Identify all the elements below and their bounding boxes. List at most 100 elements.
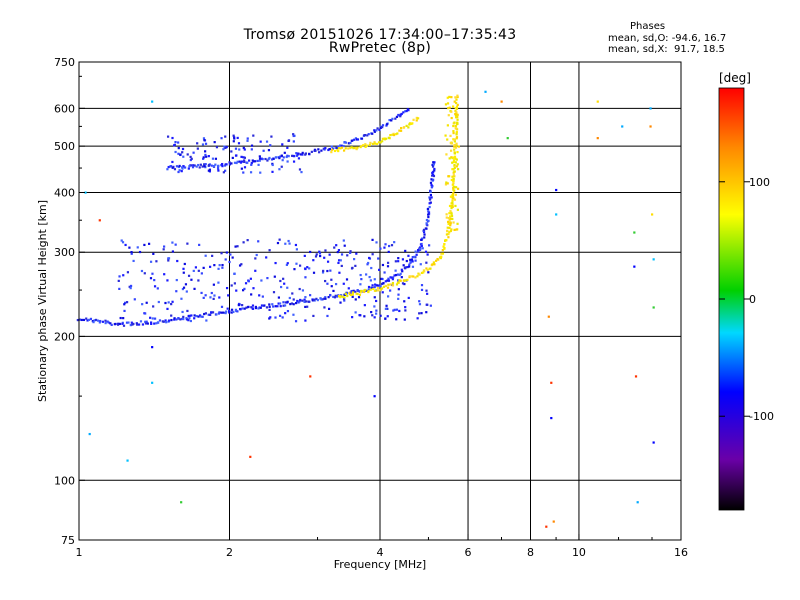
data-point bbox=[226, 307, 229, 310]
data-point bbox=[423, 233, 426, 236]
data-point bbox=[341, 295, 344, 298]
data-point bbox=[222, 148, 225, 151]
data-point bbox=[122, 324, 126, 327]
data-point bbox=[412, 275, 415, 278]
data-point bbox=[181, 147, 185, 151]
data-point bbox=[450, 116, 453, 120]
data-point bbox=[144, 320, 147, 323]
data-point bbox=[425, 267, 428, 270]
data-point bbox=[211, 157, 215, 160]
data-point bbox=[452, 192, 455, 195]
data-point bbox=[360, 137, 364, 140]
data-point bbox=[207, 155, 210, 158]
data-point bbox=[596, 137, 599, 140]
data-point bbox=[221, 165, 224, 168]
data-point bbox=[426, 292, 429, 295]
data-point bbox=[242, 156, 245, 159]
data-point bbox=[304, 296, 307, 299]
data-point bbox=[200, 272, 203, 275]
data-point bbox=[633, 265, 636, 268]
data-point bbox=[241, 289, 245, 292]
data-point bbox=[411, 265, 415, 268]
data-point bbox=[110, 323, 113, 326]
data-point bbox=[395, 273, 398, 277]
data-point bbox=[433, 167, 436, 171]
data-point bbox=[453, 163, 456, 167]
data-point bbox=[394, 117, 397, 120]
data-point bbox=[346, 294, 349, 298]
grid bbox=[79, 62, 681, 540]
data-point bbox=[367, 133, 370, 136]
data-point bbox=[177, 147, 180, 150]
data-point bbox=[204, 150, 207, 153]
data-point bbox=[339, 295, 342, 298]
data-point bbox=[308, 152, 311, 155]
data-point bbox=[313, 298, 316, 301]
data-point bbox=[270, 135, 273, 138]
data-point bbox=[266, 276, 269, 280]
data-point bbox=[447, 216, 450, 220]
data-point bbox=[342, 239, 345, 242]
data-point bbox=[171, 250, 175, 253]
data-point bbox=[456, 163, 459, 166]
data-point bbox=[456, 208, 460, 211]
data-point bbox=[138, 250, 142, 254]
data-point bbox=[230, 308, 234, 311]
data-point bbox=[303, 254, 306, 257]
data-point bbox=[395, 283, 399, 286]
data-point bbox=[257, 240, 260, 243]
data-point bbox=[233, 161, 237, 164]
data-point bbox=[192, 269, 195, 273]
data-point bbox=[286, 300, 289, 303]
data-point bbox=[445, 233, 449, 236]
data-point bbox=[349, 250, 352, 253]
data-point bbox=[419, 247, 422, 250]
data-point bbox=[162, 248, 165, 251]
data-point bbox=[453, 140, 456, 143]
data-point bbox=[370, 266, 373, 270]
data-point bbox=[356, 289, 359, 292]
data-point bbox=[156, 321, 160, 324]
data-point bbox=[217, 267, 220, 270]
data-point bbox=[451, 168, 454, 171]
data-point bbox=[227, 294, 230, 297]
data-point bbox=[404, 279, 407, 282]
data-point bbox=[449, 149, 453, 152]
data-point bbox=[450, 178, 453, 182]
colorbar-axis: 100 0 -100 [deg] bbox=[719, 71, 774, 423]
data-point bbox=[195, 314, 198, 318]
data-point bbox=[80, 318, 83, 322]
data-point bbox=[295, 262, 298, 265]
data-point bbox=[451, 197, 454, 200]
data-point bbox=[126, 459, 129, 462]
data-point bbox=[205, 155, 208, 158]
data-point bbox=[327, 307, 331, 310]
data-point bbox=[358, 293, 362, 296]
data-point bbox=[335, 244, 338, 247]
data-point bbox=[452, 131, 455, 135]
data-point bbox=[141, 303, 144, 306]
data-point bbox=[417, 250, 420, 253]
data-point bbox=[336, 294, 339, 298]
data-point bbox=[332, 295, 335, 299]
data-point bbox=[259, 140, 262, 143]
data-point bbox=[430, 178, 433, 181]
data-point bbox=[449, 215, 452, 218]
data-point bbox=[389, 289, 392, 292]
data-point bbox=[225, 163, 228, 166]
data-point bbox=[397, 260, 400, 263]
data-point bbox=[387, 244, 391, 248]
data-point bbox=[300, 170, 303, 174]
data-point bbox=[373, 395, 376, 398]
data-point bbox=[408, 122, 412, 125]
data-point bbox=[320, 298, 323, 301]
data-point bbox=[290, 302, 294, 305]
data-point bbox=[243, 156, 247, 159]
y-tick-label: 500 bbox=[54, 140, 75, 153]
data-point bbox=[224, 146, 227, 150]
data-point bbox=[304, 152, 307, 155]
data-point bbox=[256, 159, 259, 163]
data-point bbox=[309, 375, 312, 378]
data-point bbox=[229, 253, 232, 256]
data-point bbox=[319, 297, 322, 300]
